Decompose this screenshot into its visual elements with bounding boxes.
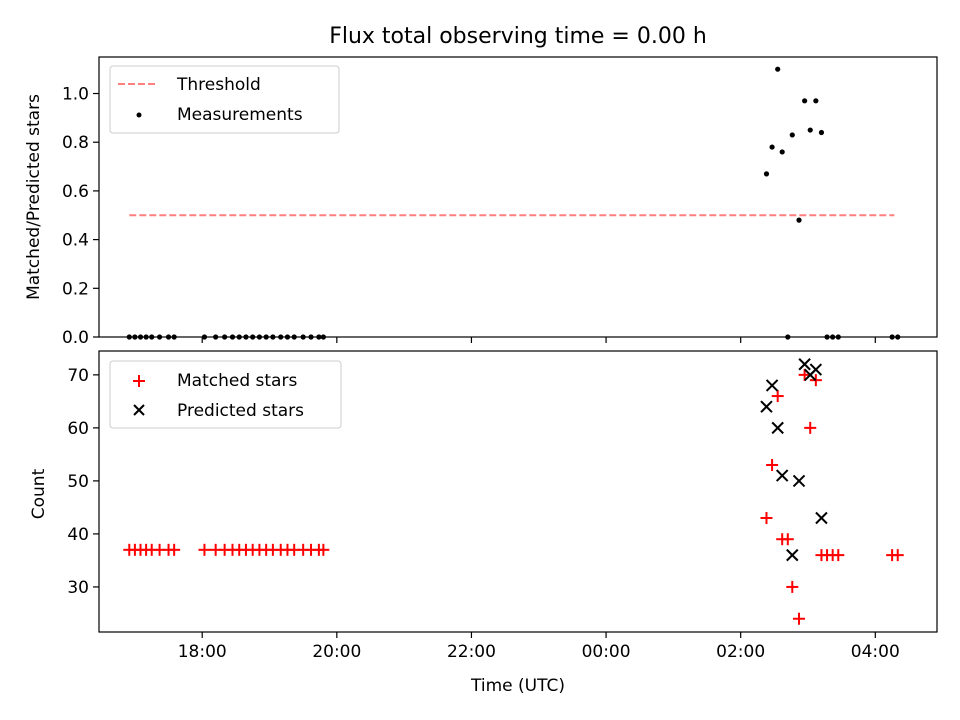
y-tick-label: 30 [67, 578, 89, 598]
measurement-point [779, 149, 785, 155]
predicted-point [765, 379, 779, 392]
matched-point [786, 580, 799, 593]
y-tick-label: 0.0 [62, 328, 89, 348]
measurement-point [775, 66, 781, 72]
x-tick-label: 18:00 [178, 642, 227, 662]
predicted-point [775, 469, 789, 482]
predicted-point [798, 358, 811, 371]
legend-predicted-label: Predicted stars [177, 401, 304, 421]
x-tick-label: 04:00 [851, 642, 900, 662]
top-legend-box [109, 65, 340, 134]
measurement-point [813, 98, 819, 104]
legend-matched-label: Matched stars [177, 371, 297, 391]
chart-title: Flux total observing time = 0.00 h [329, 24, 707, 49]
measurement-point [763, 171, 770, 177]
bottom-y-axis-label: Count [29, 468, 49, 519]
top-axes-frame [98, 56, 938, 338]
y-tick-label: 0.2 [62, 279, 89, 299]
top-y-ticks: 0.0 0.2 0.4 0.6 0.8 1.0 [62, 85, 99, 348]
predicted-point [760, 400, 773, 413]
x-axis-label: Time (UTC) [470, 676, 565, 696]
y-tick-label: 0.8 [62, 133, 89, 153]
matched-point [198, 543, 211, 556]
bottom-legend: Matched stars Predicted stars [109, 360, 342, 429]
count-panel: Count Time (UTC) 30 40 50 60 70 18:00 20:00 22… [29, 350, 938, 696]
predicted-point [815, 511, 828, 525]
predicted-point [786, 548, 799, 562]
predicted-point [809, 363, 823, 376]
matched-point [317, 543, 330, 556]
matched-point [168, 543, 181, 556]
top-x-ticks [201, 337, 876, 343]
measurement-point [789, 132, 795, 138]
measurements-legend-swatch [136, 112, 142, 118]
x-tick-label: 02:00 [716, 642, 765, 662]
matched-point [793, 612, 806, 625]
bottom-y-ticks: 30 40 50 60 70 [67, 366, 99, 598]
bottom-axes-frame [98, 350, 938, 633]
matched-point [798, 368, 811, 381]
bottom-plot-marks [123, 358, 904, 625]
matched-legend-swatch [133, 375, 145, 387]
measurement-point [802, 98, 808, 104]
ratio-panel: Flux total observing time = 0.00 h Match… [24, 24, 938, 348]
y-tick-label: 0.4 [62, 231, 89, 251]
x-tick-label: 20:00 [312, 642, 361, 662]
legend-measurements-label: Measurements [177, 105, 303, 125]
predicted-point [792, 474, 806, 488]
y-tick-label: 0.6 [62, 182, 89, 202]
matched-point [781, 533, 794, 546]
matched-point [891, 549, 904, 562]
matched-point [766, 458, 779, 471]
y-tick-label: 1.0 [62, 85, 89, 105]
legend-threshold-label: Threshold [176, 75, 261, 95]
y-tick-label: 70 [67, 366, 89, 386]
y-tick-label: 50 [67, 472, 89, 492]
measurement-point [807, 127, 813, 133]
measurement-point [796, 217, 802, 223]
bottom-x-ticks: 18:00 20:00 22:00 00:00 02:00 04:00 [178, 632, 900, 662]
matched-point [804, 421, 817, 434]
x-tick-label: 22:00 [447, 642, 496, 662]
top-y-axis-label: Matched/Predicted stars [24, 94, 44, 300]
measurement-point [769, 144, 775, 150]
matched-point [771, 390, 784, 403]
y-tick-label: 40 [67, 525, 89, 545]
x-tick-label: 00:00 [582, 642, 631, 662]
predicted-legend-swatch [133, 404, 145, 416]
top-legend: Threshold Measurements [109, 65, 340, 134]
y-tick-label: 60 [67, 419, 89, 439]
predicted-point [771, 421, 784, 435]
matched-point [832, 549, 845, 562]
bottom-legend-box [109, 360, 342, 429]
matched-point [760, 512, 773, 525]
measurement-point [818, 129, 825, 136]
